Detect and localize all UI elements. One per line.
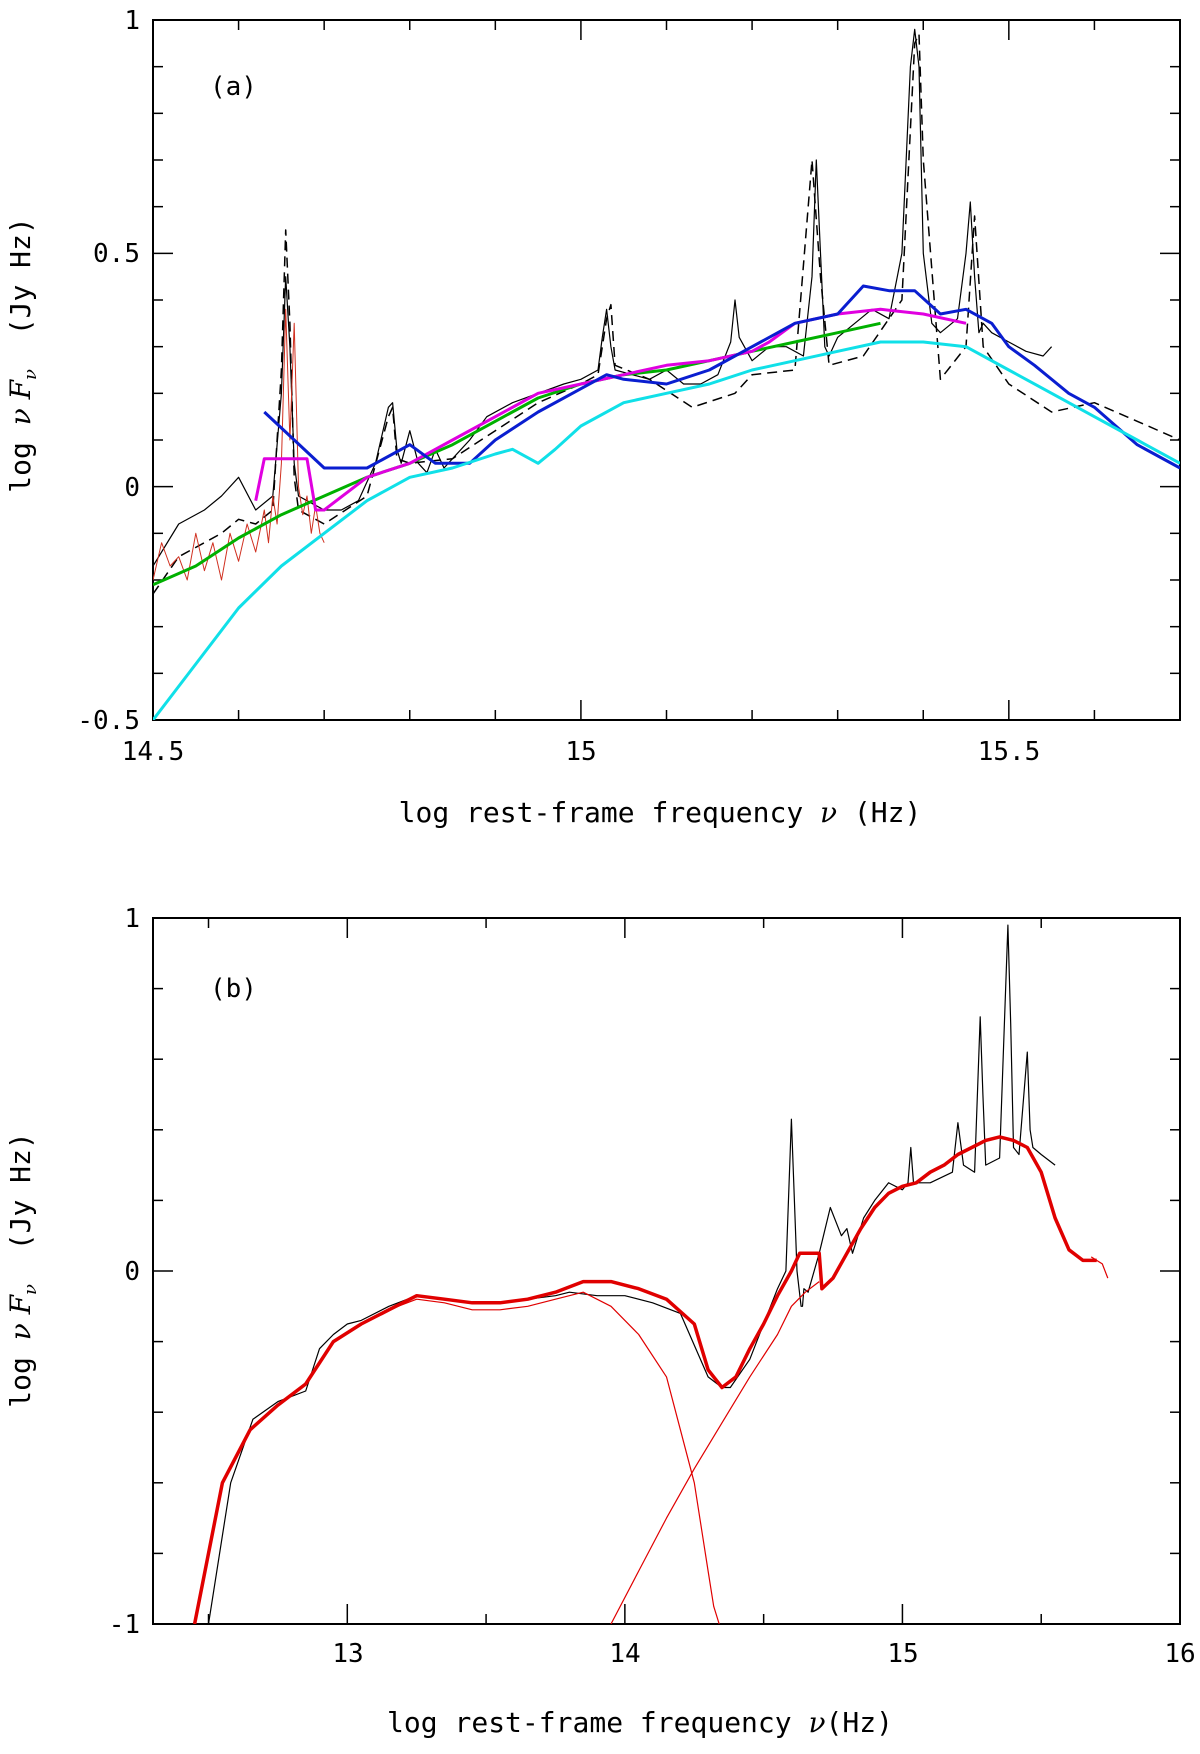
y-tick-label: -0.5 [77, 706, 140, 736]
x-tick-label: 14.5 [122, 737, 185, 767]
series-line-7 [153, 340, 1180, 720]
series-line-2 [192, 1135, 1097, 1624]
data-series [153, 28, 1180, 720]
series-line-1 [153, 28, 1053, 567]
series-line-6 [263, 284, 1180, 470]
x-tick-label: 13 [332, 1639, 363, 1669]
x-tick-label: 15 [565, 737, 596, 767]
tick-marks [152, 19, 1181, 721]
y-axis-label: log ν Fν (Jy Hz) [4, 1132, 41, 1407]
panel-b: (b) 13 14 15 16 -1 0 1 log rest-frame fr… [4, 904, 1196, 1739]
y-axis-label: log ν Fν (Jy Hz) [4, 217, 41, 492]
data-series [192, 924, 1109, 1624]
tick-marks [153, 917, 1181, 1625]
x-tick-label: 16 [1164, 1639, 1195, 1669]
x-tick-label: 14 [609, 1639, 640, 1669]
x-tick-label: 15.5 [978, 737, 1041, 767]
x-tick-label: 15 [887, 1639, 918, 1669]
panel-a: (a) 14.5 15 15.5 -0.5 0 0.5 1 log rest-f… [4, 6, 1181, 829]
series-line-1 [207, 924, 1056, 1624]
panel-label: (b) [210, 974, 257, 1004]
y-tick-label: 1 [124, 904, 140, 934]
y-tick-label: 1 [124, 6, 140, 36]
series-line-4 [610, 1281, 820, 1624]
y-tick-label: 0.5 [93, 239, 140, 269]
x-axis-label: log rest-frame frequency ν (Hz) [399, 796, 922, 829]
y-tick-label: 0 [124, 1257, 140, 1287]
x-axis-label: log rest-frame frequency ν(Hz) [387, 1706, 893, 1739]
series-line-2 [153, 33, 1180, 595]
series-line-3 [194, 1291, 720, 1624]
panel-label: (a) [210, 72, 257, 102]
y-tick-label: 0 [124, 473, 140, 503]
series-line-5 [1090, 1256, 1109, 1279]
y-tick-label: -1 [109, 1610, 140, 1640]
series-line-4 [153, 321, 881, 587]
